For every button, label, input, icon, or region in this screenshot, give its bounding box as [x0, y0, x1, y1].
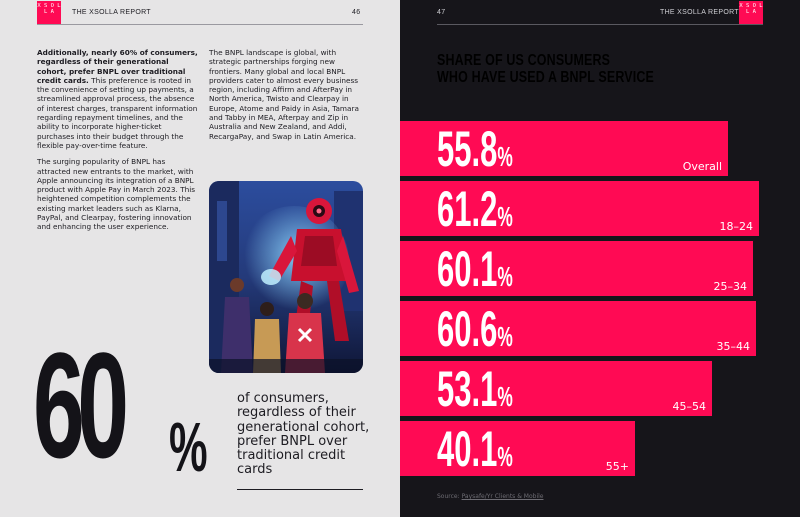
bar-category-label: 18–24: [719, 220, 754, 233]
report-title-right: THE XSOLLA REPORT: [660, 9, 739, 16]
chart-source: Source: Paysafe/Yr Clients & Mobile: [437, 493, 543, 500]
bar-5: 40.1% 55+: [400, 421, 635, 476]
caption-divider: [237, 489, 363, 490]
paragraph-2: The surging popularity of BNPL has attra…: [37, 157, 196, 232]
bar-value-number: 61.2: [437, 181, 498, 237]
bar-3: 60.6% 35–44: [400, 301, 756, 356]
illustration-svg: [209, 181, 363, 373]
big-stat-percent: %: [169, 408, 208, 486]
bar-value-number: 60.1: [437, 241, 498, 297]
source-link[interactable]: Paysafe/Yr Clients & Mobile: [461, 493, 544, 500]
bar-category-label: 35–44: [716, 340, 751, 353]
header-divider-left: [37, 24, 363, 25]
bar-category-label: 55+: [605, 460, 629, 473]
logo-text: X S O L L A: [739, 3, 763, 15]
bar-category-label: 25–34: [713, 280, 748, 293]
bar-value-unit: %: [497, 321, 513, 352]
bar-0: 55.8% Overall: [400, 121, 728, 176]
bar-category-label: 45–54: [672, 400, 707, 413]
paragraph-1: Additionally, nearly 60% of consumers, r…: [37, 48, 199, 150]
robot-illustration: [209, 181, 363, 373]
bar-value-label: 60.6%: [437, 303, 513, 363]
bar-value-unit: %: [497, 381, 513, 412]
bar-value-label: 40.1%: [437, 423, 513, 483]
logo-text: X S O L L A: [37, 3, 61, 15]
xsolla-logo-left: X S O L L A: [37, 1, 61, 25]
bar-value-label: 53.1%: [437, 363, 513, 423]
bar-4: 53.1% 45–54: [400, 361, 712, 416]
chart-title-line-1: SHARE OF US CONSUMERS: [437, 52, 611, 69]
bar-1: 61.2% 18–24: [400, 181, 759, 236]
bar-value-label: 55.8%: [437, 123, 513, 183]
bar-value-unit: %: [497, 141, 513, 172]
source-label: Source:: [437, 493, 460, 500]
paragraph-3: The BNPL landscape is global, with strat…: [209, 48, 359, 141]
bar-value-number: 60.6: [437, 301, 498, 357]
header-divider-right: [437, 24, 763, 25]
chart-title: SHARE OF US CONSUMERS WHO HAVE USED A BN…: [437, 52, 654, 86]
bar-value-unit: %: [497, 261, 513, 292]
bar-2: 60.1% 25–34: [400, 241, 753, 296]
bar-value-label: 60.1%: [437, 243, 513, 303]
bar-category-label: Overall: [682, 160, 722, 173]
bar-value-number: 55.8: [437, 121, 498, 177]
bar-value-unit: %: [497, 441, 513, 472]
bar-value-number: 53.1: [437, 361, 498, 417]
paragraph-1-bold: Additionally, nearly 60% of consumers, r…: [37, 48, 198, 85]
report-title-left: THE XSOLLA REPORT: [72, 9, 151, 16]
page-number-right: 47: [437, 9, 446, 16]
chart-title-line-2: WHO HAVE USED A BNPL SERVICE: [437, 69, 655, 86]
text-column-1: Additionally, nearly 60% of consumers, r…: [37, 48, 199, 239]
text-column-2: The BNPL landscape is global, with strat…: [209, 48, 369, 148]
left-page: X S O L L A THE XSOLLA REPORT 46 Additio…: [0, 0, 400, 517]
bar-value-label: 61.2%: [437, 183, 513, 243]
paragraph-1-rest: This preference is rooted in the conveni…: [37, 75, 198, 150]
page-number-left: 46: [352, 9, 361, 16]
big-stat-number: 60: [33, 321, 129, 489]
bar-value-unit: %: [497, 201, 513, 232]
big-stat-caption: of consumers, regardless of their genera…: [237, 391, 370, 478]
xsolla-logo-right: X S O L L A: [739, 1, 763, 25]
bar-value-number: 40.1: [437, 421, 498, 477]
